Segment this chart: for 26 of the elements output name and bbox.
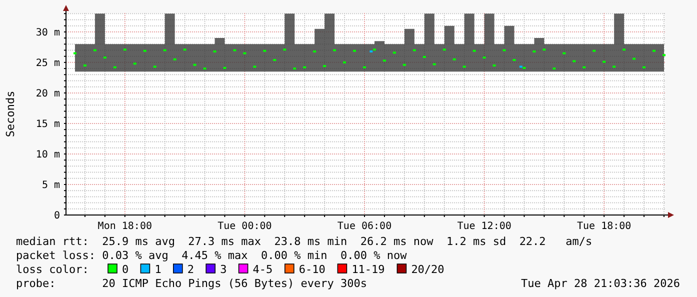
y-axis-title: Seconds xyxy=(4,90,17,138)
text: Tue Apr 28 21:03:36 2026 xyxy=(521,277,680,290)
legend-label: 2 xyxy=(187,263,194,276)
x-tick-label: Tue 12:00 xyxy=(457,221,512,232)
text: packet loss: 0.03 % avg 4.45 % max 0.00 % min 0.00 % now xyxy=(16,249,408,262)
y-tick-label: 20 m xyxy=(36,88,60,100)
x-tick-label: Tue 18:00 xyxy=(577,221,632,232)
legend-label: 6-10 xyxy=(298,263,326,276)
text: probe: 20 ICMP Echo Pings (56 Bytes) every 300s xyxy=(16,277,367,290)
legend-label: 20/20 xyxy=(411,263,444,276)
legend-label: 11-19 xyxy=(352,263,385,276)
y-tick-label: 25 m xyxy=(36,58,60,69)
legend-label: 4-5 xyxy=(252,263,273,276)
y-tick-label: 30 m xyxy=(36,27,60,38)
legend-title: loss color: xyxy=(16,263,89,276)
legend-label: 1 xyxy=(154,263,162,276)
x-tick-label: Tue 06:00 xyxy=(337,221,392,232)
y-tick-label: 0 xyxy=(54,210,60,222)
y-tick-label: 5 m xyxy=(42,180,60,191)
text: median rtt: 25.9 ms avg 27.3 ms max 23.8 ms min 26.2 ms now 1.2 ms sd 22.2 am/s xyxy=(16,235,592,248)
y-tick-label: 10 m xyxy=(36,149,60,160)
y-tick-label: 15 m xyxy=(36,118,60,130)
x-tick-label: Tue 00:00 xyxy=(218,221,272,232)
legend-label: 0 xyxy=(122,263,129,276)
legend-label: 3 xyxy=(220,263,227,276)
x-tick-label: Mon 18:00 xyxy=(98,221,152,232)
